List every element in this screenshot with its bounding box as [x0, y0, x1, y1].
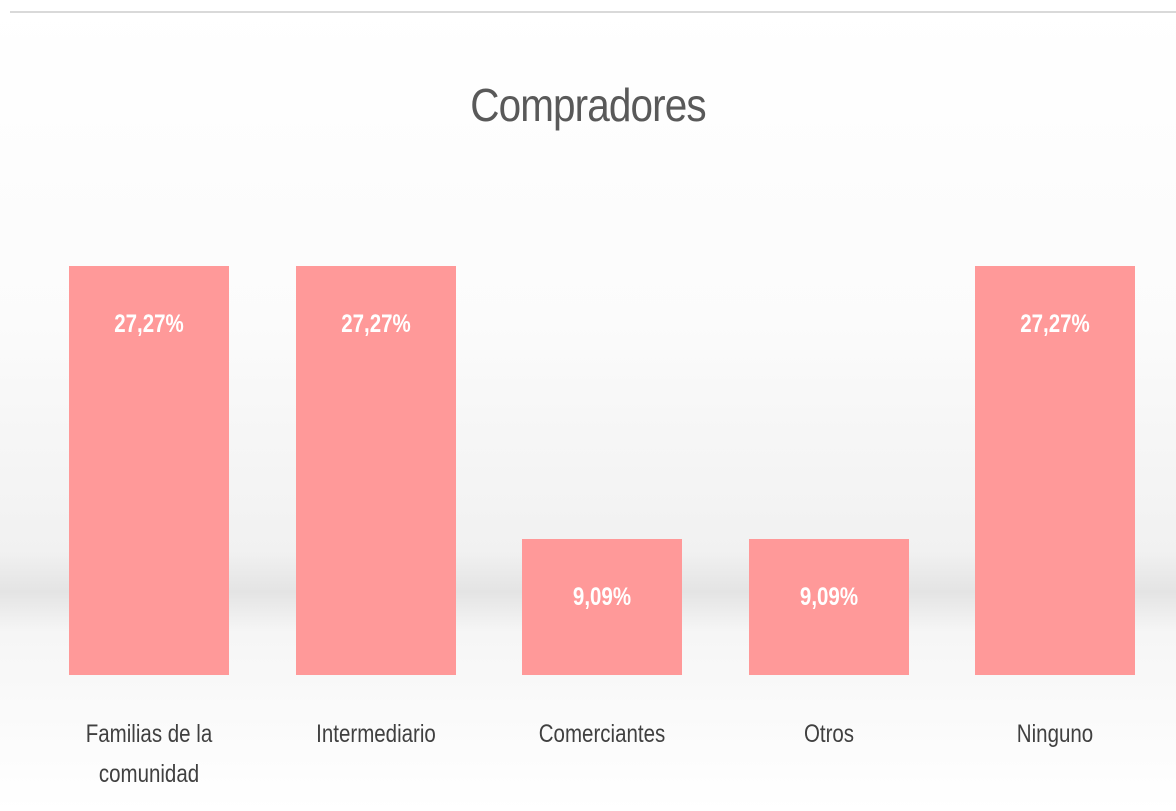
bar: [295, 265, 456, 675]
x-tick-label: Intermediario: [315, 720, 436, 748]
bar: [69, 265, 229, 675]
data-label: 27,27%: [340, 309, 411, 338]
bar: [522, 538, 682, 675]
bar: [975, 265, 1135, 675]
chart-title: Compradores: [470, 79, 706, 131]
data-label: 27,27%: [1020, 309, 1090, 338]
x-tick-label: Otros: [803, 720, 854, 748]
x-tick-label: Familias de la comunidad: [85, 720, 213, 788]
x-tick-label: Comerciantes: [538, 720, 666, 748]
x-tick-label: Ninguno: [1016, 720, 1094, 748]
border: [10, 11, 1176, 13]
data-label: 27,27%: [114, 309, 184, 338]
bar: [748, 538, 909, 675]
data-label: 9,09%: [799, 582, 858, 611]
data-label: 9,09%: [572, 582, 632, 611]
